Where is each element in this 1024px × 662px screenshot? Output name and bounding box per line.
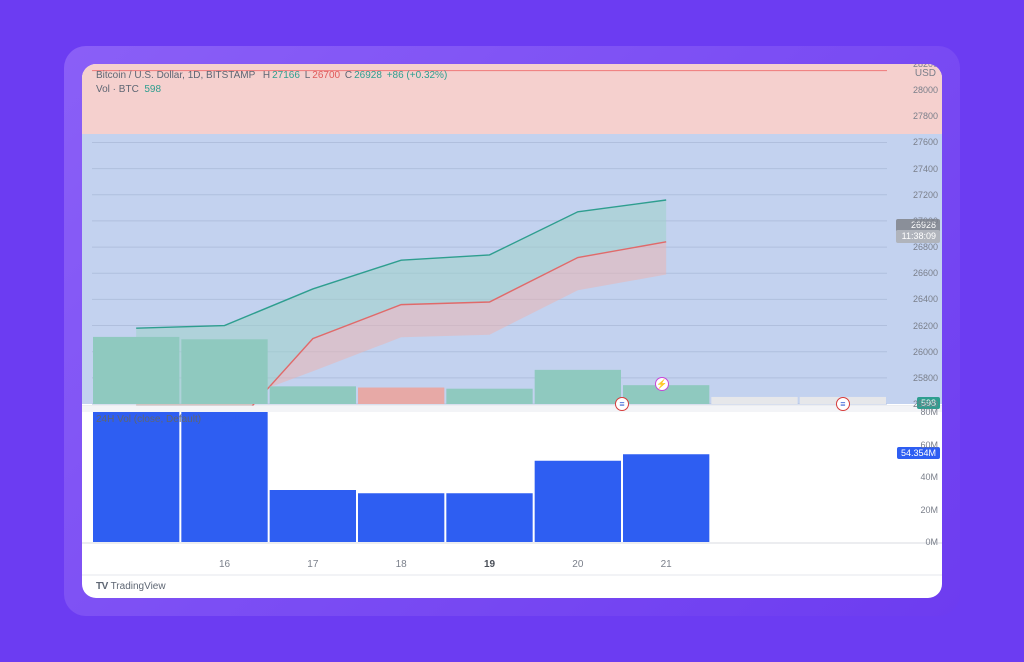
chart-svg — [82, 64, 942, 598]
l-label: L — [305, 70, 311, 81]
y-tick: 26800 — [913, 242, 938, 252]
y-tick: 27400 — [913, 164, 938, 174]
y-tick: 27000 — [913, 216, 938, 226]
c-value: 26928 — [354, 70, 382, 81]
vol24-legend-label: 24H Vol (close, Default) — [96, 414, 201, 425]
y-tick: 28000 — [913, 85, 938, 95]
h-label: H — [263, 70, 270, 81]
y-tick: 26000 — [913, 347, 938, 357]
vol-y-tick: 0M — [925, 537, 938, 547]
y-tick: 26400 — [913, 294, 938, 304]
vol-y-tick: 20M — [920, 505, 938, 515]
y-tick: 26200 — [913, 321, 938, 331]
chart-panel[interactable]: Bitcoin / U.S. Dollar, 1D, BITSTAMP H271… — [82, 64, 942, 598]
x-tick: 20 — [572, 559, 583, 570]
y-tick: 25800 — [913, 373, 938, 383]
x-tick: 19 — [484, 559, 495, 570]
c-label: C — [345, 70, 352, 81]
vol24-legend: 24H Vol (close, Default) 54.354M — [96, 414, 246, 425]
x-tick: 16 — [219, 559, 230, 570]
event-icon[interactable]: ⚡ — [655, 377, 669, 391]
vol-y-tick: 40M — [920, 472, 938, 482]
x-tick: 21 — [661, 559, 672, 570]
vol-legend-label: Vol · BTC — [96, 84, 139, 95]
x-tick: 18 — [396, 559, 407, 570]
change-value: +86 (+0.32%) — [387, 70, 448, 81]
h-value: 27166 — [272, 70, 300, 81]
y-axis-currency: USD — [915, 68, 936, 79]
y-tick: 27200 — [913, 190, 938, 200]
y-tick: 26600 — [913, 268, 938, 278]
y-tick: 27800 — [913, 111, 938, 121]
vol24-legend-value: 54.354M — [207, 414, 246, 425]
event-icon[interactable]: ≡ — [836, 397, 850, 411]
vol-legend: Vol · BTC 598 — [96, 84, 161, 95]
vol-y-tick: 80M — [920, 407, 938, 417]
y-tick: 28200 — [913, 64, 938, 69]
event-icon[interactable]: ≡ — [615, 397, 629, 411]
price-legend: Bitcoin / U.S. Dollar, 1D, BITSTAMP H271… — [96, 70, 449, 81]
l-value: 26700 — [312, 70, 340, 81]
x-tick: 17 — [307, 559, 318, 570]
symbol-label: Bitcoin / U.S. Dollar, 1D, BITSTAMP — [96, 70, 255, 81]
brand-label: TV TradingView — [96, 581, 166, 592]
vol-legend-value: 598 — [144, 84, 161, 95]
outer-frame: Bitcoin / U.S. Dollar, 1D, BITSTAMP H271… — [64, 46, 960, 616]
vol-y-tick: 60M — [920, 440, 938, 450]
y-tick: 27600 — [913, 137, 938, 147]
